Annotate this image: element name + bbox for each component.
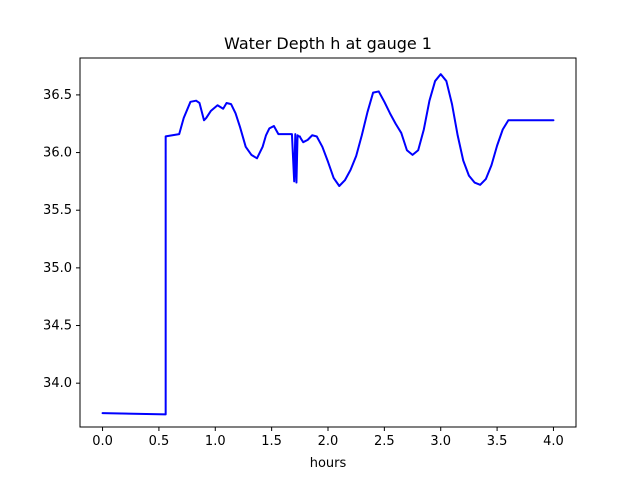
y-tick-label: 35.0 — [43, 261, 72, 276]
x-tick-label: 0.5 — [149, 434, 170, 449]
y-axis: 34.0 34.5 35.0 35.5 36.0 36.5 — [43, 88, 80, 391]
series-line — [101, 73, 555, 416]
x-tick-label: 2.5 — [374, 434, 395, 449]
x-axis: 0.0 0.5 1.0 1.5 2.0 2.5 3.0 3.5 4.0 — [92, 427, 564, 449]
x-tick-label: 1.5 — [261, 434, 282, 449]
x-tick-label: 3.5 — [487, 434, 508, 449]
x-tick-label: 4.0 — [543, 434, 564, 449]
y-tick-label: 35.5 — [43, 203, 72, 218]
x-axis-label: hours — [310, 456, 347, 471]
x-tick-label: 1.0 — [205, 434, 226, 449]
chart-title: Water Depth h at gauge 1 — [224, 34, 432, 53]
x-tick-label: 0.0 — [92, 434, 113, 449]
series-layer — [101, 73, 555, 416]
y-tick-label: 36.0 — [43, 146, 72, 161]
x-tick-label: 2.0 — [318, 434, 339, 449]
y-tick-label: 34.5 — [43, 319, 72, 334]
y-tick-label: 36.5 — [43, 88, 72, 103]
y-tick-label: 34.0 — [43, 376, 72, 391]
x-tick-label: 3.0 — [430, 434, 451, 449]
